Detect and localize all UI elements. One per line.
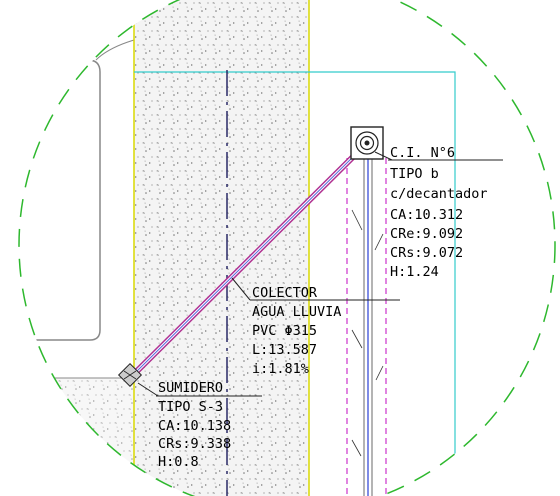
chamber-leader (374, 151, 393, 161)
chamber-line: c/decantador (390, 186, 488, 202)
collector-pipe-center (130, 142, 368, 378)
drain-label: SUMIDERO TIPO S-3 CA:10.138 CRs:9.338 H:… (158, 380, 231, 470)
property-line (134, 71, 456, 496)
chamber-line: CRs:9.072 (390, 245, 463, 261)
drain-line: TIPO S-3 (158, 399, 223, 415)
collector-line: L:13.587 (252, 342, 317, 358)
chamber-title: C.I. N°6 (390, 145, 455, 161)
chamber-line: CRe:9.092 (390, 226, 463, 242)
chamber-label: C.I. N°6 TIPO b c/decantador CA:10.312 C… (390, 145, 488, 280)
collector-line: AGUA LLUVIA (252, 304, 341, 320)
collector-title: COLECTOR (252, 285, 318, 301)
chamber-line: CA:10.312 (390, 207, 463, 223)
collector-leader (231, 277, 251, 301)
boundary-circle (18, 0, 556, 496)
lower-gravel (19, 378, 134, 496)
drain-leader (137, 382, 159, 397)
drain-line: H:0.8 (158, 454, 199, 470)
chamber-line: TIPO b (390, 166, 439, 182)
channel-hatch (351, 209, 384, 457)
drain-symbol (117, 362, 143, 388)
drain-title: SUMIDERO (158, 380, 223, 396)
inspection-chamber-symbol (350, 126, 384, 160)
building-outline (19, 59, 101, 341)
drain-line: CA:10.138 (158, 418, 231, 434)
collector-label: COLECTOR AGUA LLUVIA PVC Φ315 L:13.587 i… (252, 285, 341, 377)
collector-line: PVC Φ315 (252, 323, 317, 339)
curve-outline (95, 39, 135, 61)
drain-line: CRs:9.338 (158, 436, 231, 452)
collector-line: i:1.81% (252, 361, 309, 377)
chamber-line: H:1.24 (390, 264, 439, 280)
sidewalk-gravel (134, 0, 309, 496)
